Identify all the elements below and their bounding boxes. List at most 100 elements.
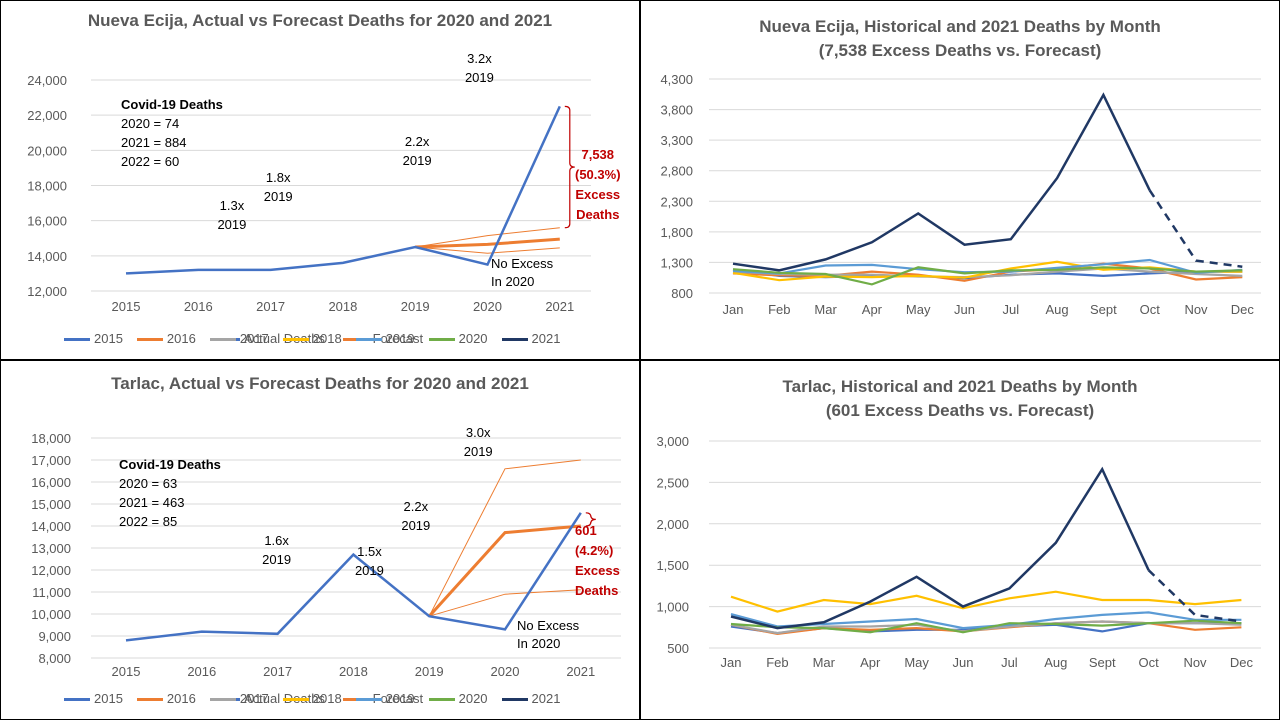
x-tick-label: Feb	[768, 302, 790, 317]
x-tick-label: 2017	[263, 664, 292, 679]
y-tick-label: 3,000	[656, 434, 689, 449]
x-tick-label: Oct	[1140, 302, 1161, 317]
x-tick-label: Dec	[1231, 302, 1255, 317]
multiplier-annotation: 1.6x 2019	[262, 532, 292, 567]
y-tick-label: 2,300	[660, 194, 693, 209]
x-tick-label: Aug	[1044, 655, 1067, 670]
nueva-ecija-annual-chart: 12,000 14,000 16,000 18,000 20,000 22,000 24,0…	[27, 73, 591, 314]
covid-deaths-header: Covid-19 Deaths	[119, 457, 221, 472]
x-tick-label: Jul	[1002, 302, 1019, 317]
x-tick-label: 2018	[328, 299, 357, 314]
y-tick-label: 14,000	[27, 249, 67, 264]
x-tick-label: Oct	[1138, 655, 1159, 670]
y-tick-label: 1,500	[656, 558, 689, 573]
covid-deaths-box: Covid-19 Deaths 2020 = 74 2021 = 884 202…	[121, 95, 223, 171]
y-tick-label: 2,500	[656, 475, 689, 490]
x-tick-label: 2020	[473, 299, 502, 314]
x-tick-label: May	[904, 655, 929, 670]
series-line-2021-projected	[1148, 189, 1243, 268]
series-line-2020	[730, 619, 1242, 634]
y-tick-label: 22,000	[27, 108, 67, 123]
excess-deaths-label: 601 (4.2%) Excess Deaths	[575, 523, 620, 598]
y-tick-label: 18,000	[31, 431, 71, 446]
legend-item: 2017	[209, 331, 269, 346]
covid-deaths-header: Covid-19 Deaths	[121, 97, 223, 112]
legend-item: 2021	[501, 331, 560, 346]
nueva-ecija-annual-panel: 12,000 14,000 16,000 18,000 20,000 22,000 24,0…	[0, 0, 640, 360]
y-tick-label: 15,000	[31, 497, 71, 512]
no-excess-label: No Excess In 2020	[491, 256, 554, 289]
x-tick-label: Apr	[862, 302, 883, 317]
legend: 2015 2016 2017 2018 2019 2020 2021	[64, 331, 574, 346]
y-tick-label: 16,000	[31, 475, 71, 490]
y-tick-label: 9,000	[38, 629, 71, 644]
y-tick-label: 12,000	[27, 284, 67, 299]
series-line-2020	[732, 266, 1243, 286]
y-tick-label: 4,300	[660, 72, 693, 87]
y-tick-label: 8,000	[38, 651, 71, 666]
x-tick-label: 2019	[401, 299, 430, 314]
y-tick-label: 17,000	[31, 453, 71, 468]
multiplier-annotation: 2.2x 2019	[402, 134, 432, 169]
x-tick-label: Jun	[953, 655, 974, 670]
y-tick-label: 800	[671, 286, 693, 301]
legend-item: 2015	[64, 331, 123, 346]
chart-title: Tarlac, Actual vs Forecast Deaths for 20…	[111, 374, 529, 393]
multiplier-annotation: 3.2x 2019	[464, 50, 494, 85]
series-line-2021-projected	[1147, 569, 1242, 623]
x-tick-label: Nov	[1183, 655, 1207, 670]
x-tick-label: 2018	[339, 664, 368, 679]
x-tick-label: 2015	[112, 299, 141, 314]
legend-item: Forecast	[342, 691, 423, 706]
y-tick-label: 1,300	[660, 255, 693, 270]
x-tick-label: 2019	[415, 664, 444, 679]
multiplier-annotation: 3.0x 2019	[463, 425, 493, 460]
y-tick-label: 12,000	[31, 563, 71, 578]
y-tick-label: 18,000	[27, 179, 67, 194]
chart-title: Tarlac, Historical and 2021 Deaths by Mo…	[782, 377, 1138, 420]
legend-item: 2015	[64, 691, 123, 706]
x-tick-label: Sept	[1090, 302, 1117, 317]
x-tick-label: Aug	[1046, 302, 1069, 317]
covid-deaths-2020: 2020 = 74	[121, 116, 180, 131]
x-tick-label: Jun	[954, 302, 975, 317]
forecast-lower-bound-line	[415, 246, 560, 254]
tarlac-monthly-panel: 500 1,000 1,500 2,000 2,500 3,000 Jan Feb Mar Apr…	[64, 360, 1280, 720]
legend-item: 2018	[282, 331, 342, 346]
y-tick-label: 1,800	[660, 225, 693, 240]
y-tick-label: 16,000	[27, 214, 67, 229]
y-tick-label: 24,000	[27, 73, 67, 88]
x-tick-label: 2017	[256, 299, 285, 314]
x-tick-label: 2021	[566, 664, 595, 679]
x-tick-label: Jan	[721, 655, 742, 670]
y-tick-label: 2,800	[660, 164, 693, 179]
x-tick-label: 2016	[187, 664, 216, 679]
x-tick-label: Apr	[860, 655, 881, 670]
actual-deaths-line	[125, 512, 582, 642]
covid-deaths-2021: 2021 = 884	[121, 135, 187, 150]
legend-item: 2016	[136, 331, 196, 346]
forecast-line	[415, 237, 560, 249]
y-tick-label: 3,800	[660, 103, 693, 118]
excess-bracket	[564, 105, 575, 229]
x-tick-label: Mar	[813, 655, 836, 670]
x-tick-label: Mar	[814, 302, 837, 317]
y-tick-label: 3,300	[660, 133, 693, 148]
forecast-upper-bound-line	[415, 227, 560, 248]
legend: 2015 2016 2017 2018 2019 2020 2021	[64, 691, 574, 706]
x-tick-label: 2021	[545, 299, 574, 314]
multiplier-annotation: 1.5x 2019	[354, 544, 384, 579]
legend-item: 2019	[355, 691, 415, 706]
x-tick-label: Dec	[1230, 655, 1254, 670]
covid-deaths-2021: 2021 = 463	[119, 495, 185, 510]
legend-item: 2018	[282, 691, 342, 706]
legend-item: 2016	[136, 691, 196, 706]
excess-bracket	[585, 512, 596, 527]
series-line-2021	[732, 92, 1151, 272]
y-tick-label: 13,000	[31, 541, 71, 556]
tarlac-annual-panel: 8,000 9,000 10,000 11,000 12,000 13,000 14,000…	[0, 360, 640, 720]
legend-item: 2021	[501, 691, 560, 706]
x-tick-label: Jul	[1001, 655, 1018, 670]
forecast-upper-bound-line	[428, 459, 581, 617]
multiplier-annotation: 1.3x 2019	[217, 198, 247, 233]
